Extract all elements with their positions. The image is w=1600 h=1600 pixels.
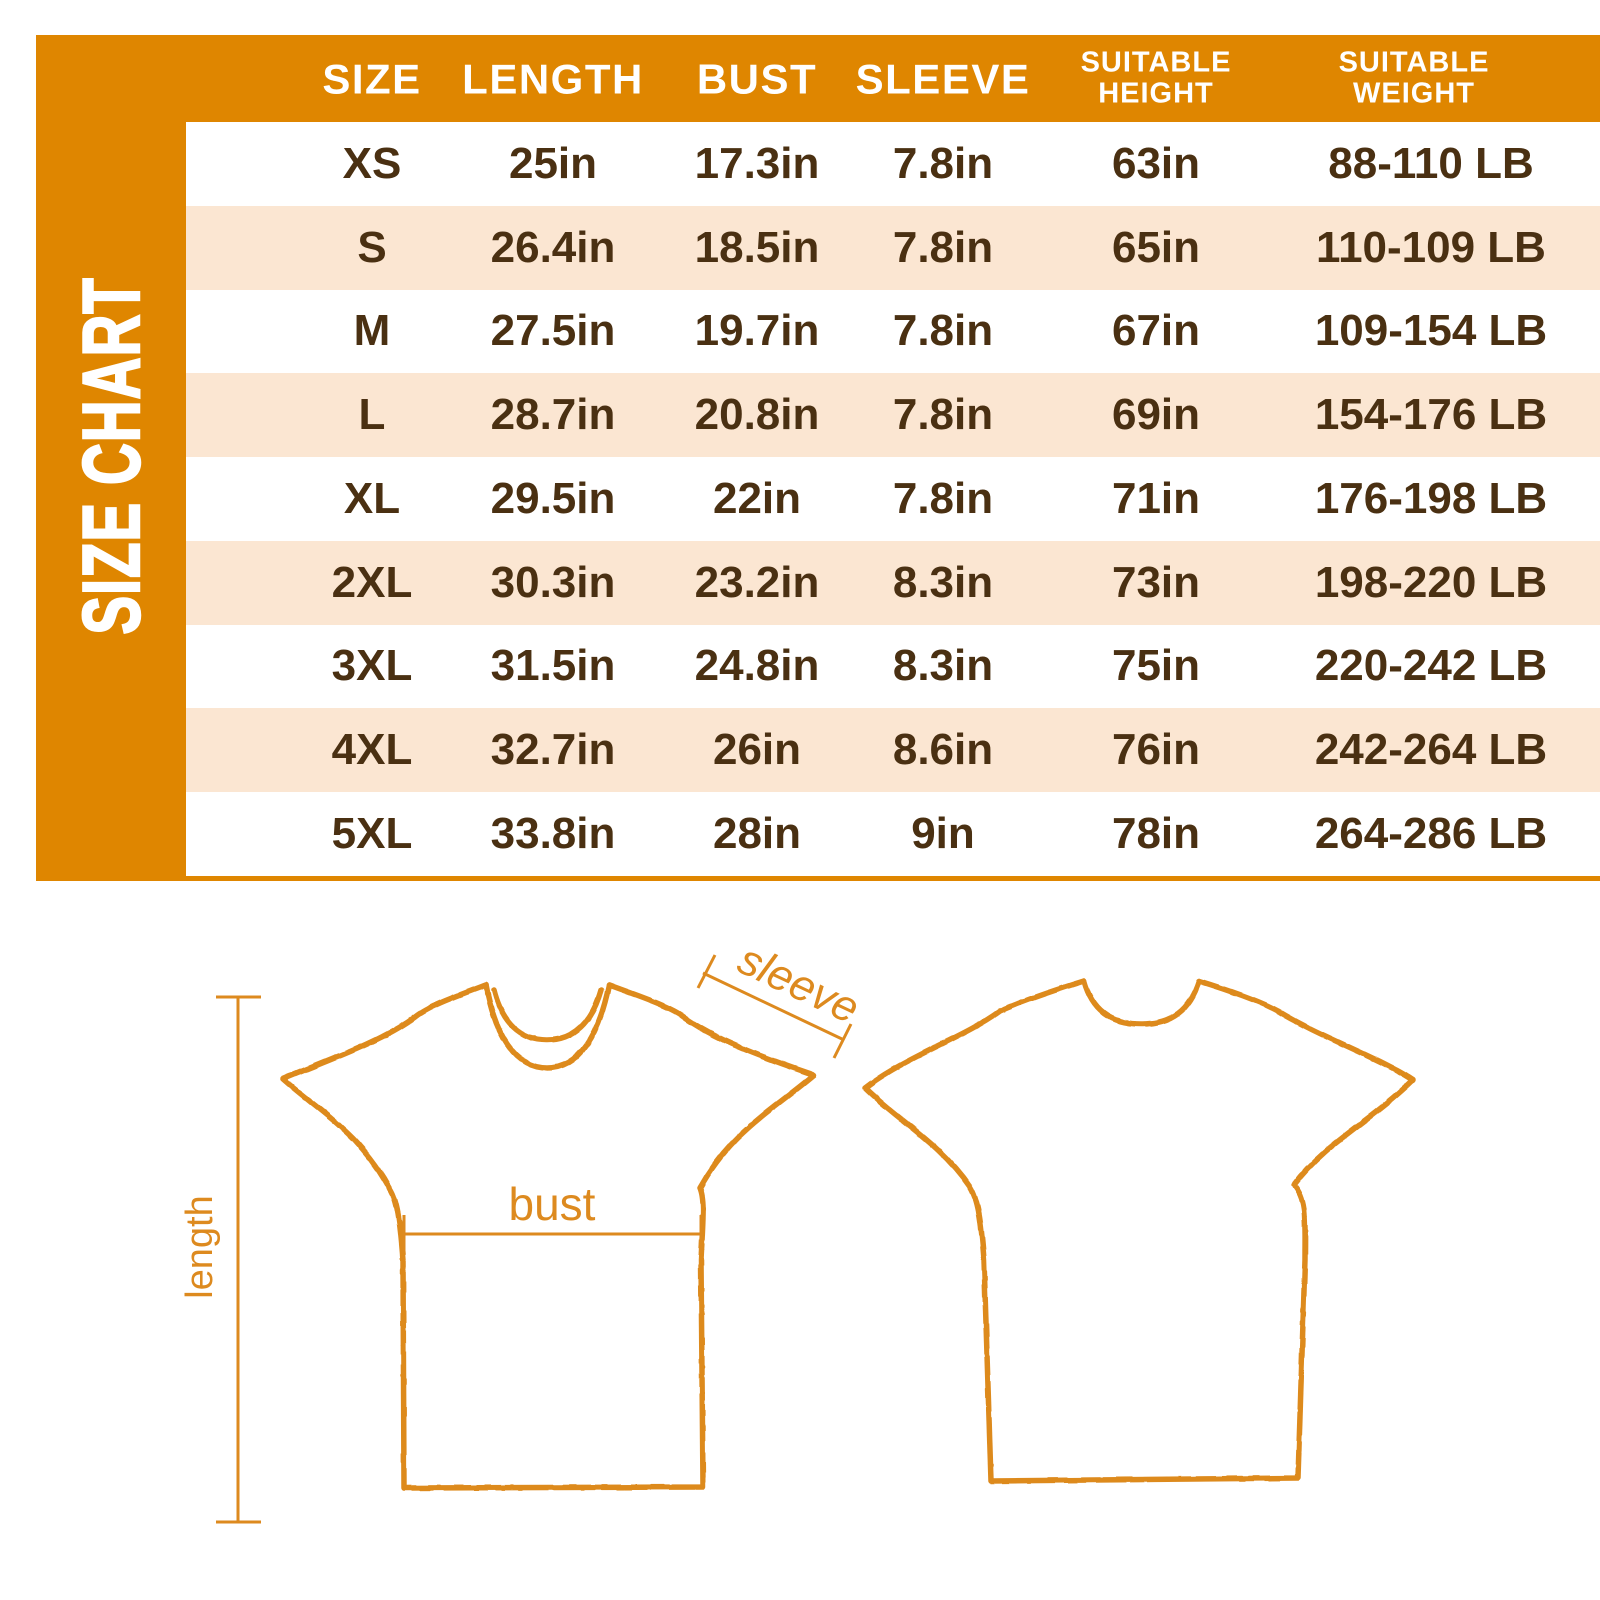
svg-text:length: length	[179, 1195, 221, 1299]
svg-text:bust: bust	[509, 1178, 596, 1230]
